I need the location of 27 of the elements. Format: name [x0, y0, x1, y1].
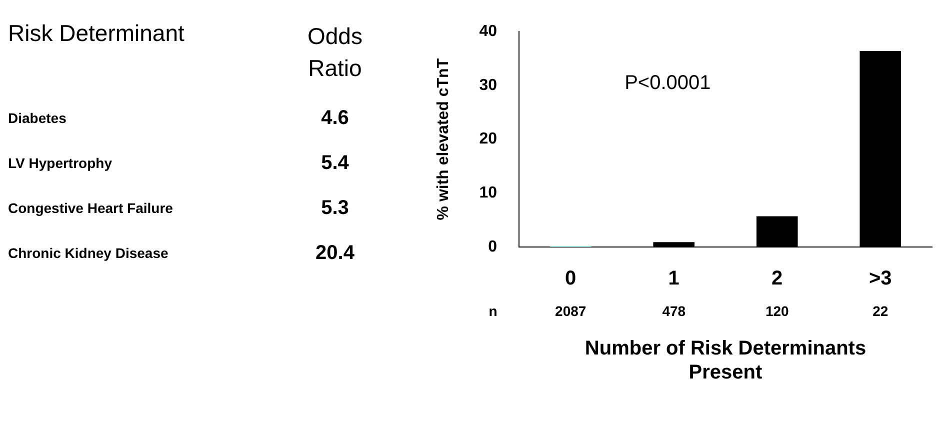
x-tick-label: >3	[868, 268, 892, 290]
text: 5.4	[320, 152, 350, 175]
text: Congestive Heart Failure	[8, 200, 173, 216]
text: Diabetes	[8, 110, 66, 126]
text: 20.4	[314, 242, 356, 265]
text: 2087	[555, 302, 586, 319]
x-tick-label: 1	[668, 268, 680, 290]
annotation: P<0.0001	[624, 72, 711, 94]
text: Chronic Kidney Disease	[8, 245, 168, 261]
x-tick-label: 2	[772, 268, 783, 290]
y-tick-label: 10	[479, 184, 498, 202]
y-tick-label: 0	[488, 238, 498, 256]
text: 5.3	[320, 197, 350, 220]
text: 22	[872, 302, 888, 319]
text: 478	[662, 302, 686, 319]
y-tick-label: 20	[479, 130, 498, 148]
y-axis-title: % with elevated cTnT	[435, 58, 452, 220]
text: LV Hypertrophy	[8, 155, 112, 171]
text: Odds Ratio	[306, 22, 364, 83]
y-tick-label: 30	[479, 76, 498, 94]
y-tick-label: 40	[479, 23, 498, 40]
x-tick-label: 0	[565, 268, 576, 290]
text: Risk Determinant	[8, 20, 184, 47]
x-axis-title: Number of Risk Determinants Present	[584, 338, 866, 384]
text: 4.6	[320, 107, 350, 130]
text: 120	[765, 302, 790, 319]
text: n	[488, 302, 498, 319]
